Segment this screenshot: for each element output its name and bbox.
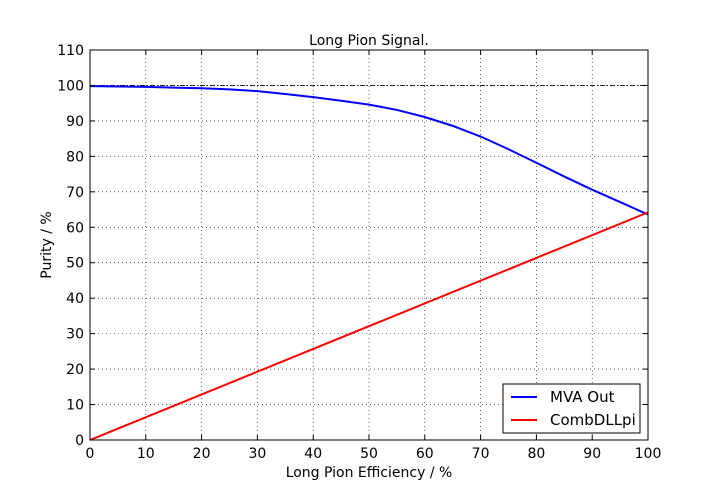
y-tick-label: 70 — [66, 185, 84, 201]
x-tick-label: 0 — [86, 446, 95, 462]
series-line-mva-out — [89, 85, 649, 216]
plot-background — [90, 50, 648, 440]
x-tick-label: 60 — [416, 446, 434, 462]
x-axis-label: Long Pion Efficiency / % — [286, 465, 453, 481]
y-tick-label: 40 — [66, 291, 84, 307]
x-tick-label: 70 — [472, 446, 490, 462]
y-tick-label: 0 — [75, 433, 84, 449]
x-tick-label: 10 — [137, 446, 155, 462]
y-tick-label: 100 — [57, 78, 84, 94]
chart-title: Long Pion Signal. — [309, 33, 429, 49]
x-tick-label: 90 — [583, 446, 601, 462]
y-tick-label: 20 — [66, 362, 84, 378]
series — [89, 85, 649, 441]
y-tick-label: 80 — [66, 149, 84, 165]
x-tick-label: 40 — [304, 446, 322, 462]
x-tick-label: 20 — [193, 446, 211, 462]
x-tick-label: 80 — [527, 446, 545, 462]
x-tick-label: 30 — [248, 446, 266, 462]
x-tick-label: 50 — [360, 446, 378, 462]
legend-box — [502, 383, 641, 434]
y-tick-label: 110 — [57, 43, 84, 59]
x-tick-label: 100 — [635, 446, 662, 462]
ticks: 0 10 20 30 40 50 60 70 80 90 100 0 10 20 30 40 50 60 70 80 9… — [57, 43, 661, 462]
series-line-combdllpi — [89, 211, 649, 441]
legend-label: CombDLLpi — [550, 411, 636, 429]
y-tick-label: 50 — [66, 256, 84, 272]
legend-label: MVA Out — [550, 388, 615, 406]
y-axis-label: Purity / % — [39, 211, 55, 278]
y-tick-label: 60 — [66, 220, 84, 236]
y-tick-label: 30 — [66, 327, 84, 343]
y-tick-label: 90 — [66, 114, 84, 130]
legend: MVA Out CombDLLpi — [502, 383, 641, 434]
y-tick-label: 10 — [66, 398, 84, 414]
